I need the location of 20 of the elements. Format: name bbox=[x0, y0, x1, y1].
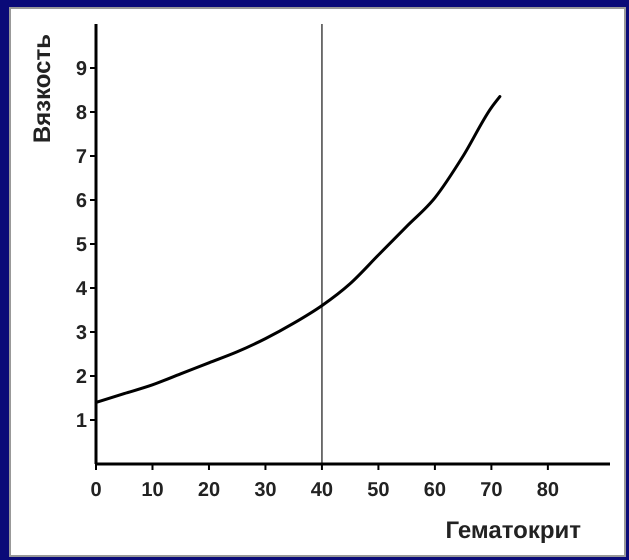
y-tick-label: 9 bbox=[76, 58, 87, 80]
x-tick-label: 0 bbox=[90, 479, 102, 501]
y-axis-title: Вязкость bbox=[29, 34, 56, 144]
x-tick-label: 30 bbox=[254, 479, 277, 501]
x-axis-title: Гематокрит bbox=[446, 517, 582, 544]
x-tick-label: 60 bbox=[424, 479, 446, 501]
y-tick-label: 2 bbox=[76, 366, 87, 388]
y-tick-label: 7 bbox=[76, 146, 87, 168]
y-tick-label: 6 bbox=[76, 190, 87, 212]
y-tick-label: 1 bbox=[76, 410, 87, 432]
x-tick-label: 70 bbox=[480, 479, 503, 501]
x-tick-label: 50 bbox=[367, 479, 390, 501]
y-tick-label: 3 bbox=[76, 322, 87, 344]
y-tick-label: 5 bbox=[76, 234, 87, 256]
x-tick-label: 40 bbox=[310, 479, 334, 501]
x-tick-label: 80 bbox=[536, 479, 559, 501]
y-tick-label: 8 bbox=[76, 102, 87, 124]
x-tick-label: 10 bbox=[141, 479, 164, 501]
x-tick-label: 20 bbox=[198, 479, 220, 501]
y-tick-label: 4 bbox=[76, 278, 88, 300]
